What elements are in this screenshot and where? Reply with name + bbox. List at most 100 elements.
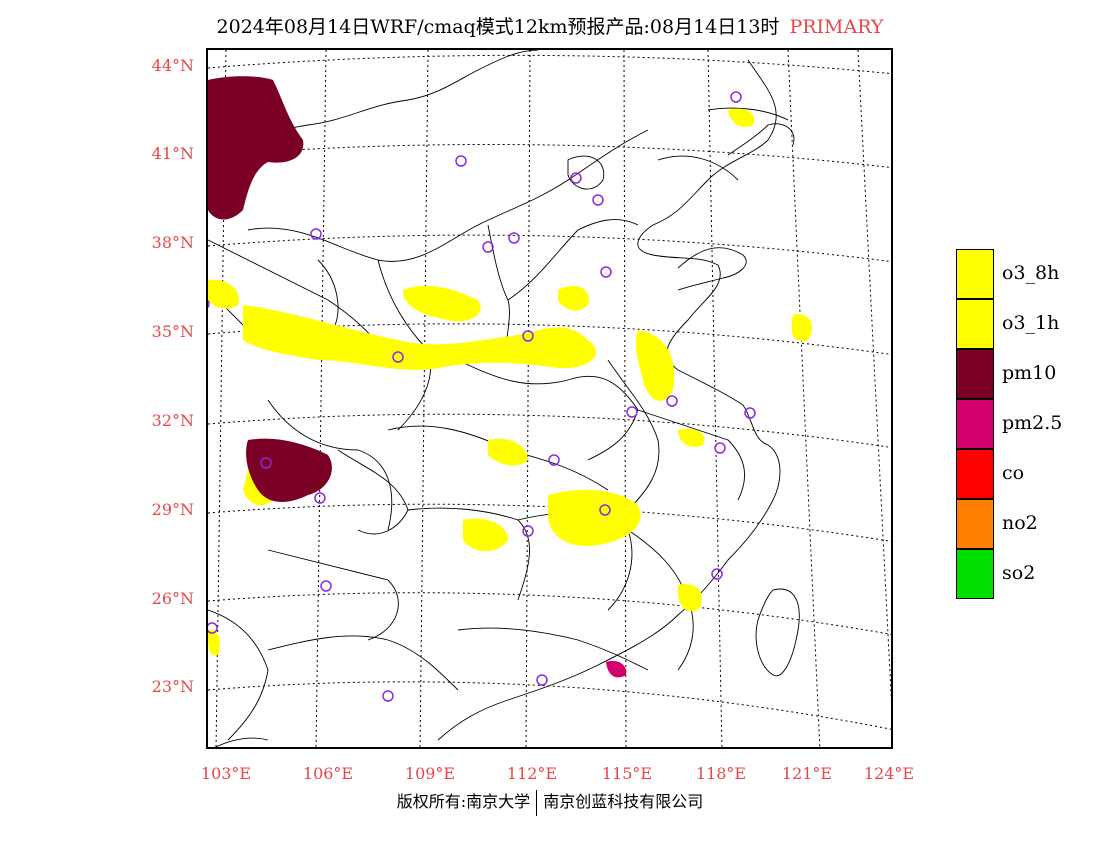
henan <box>457 359 639 461</box>
station-marker <box>570 172 582 184</box>
inner-mongolia-south <box>247 129 649 262</box>
meridian-106 <box>315 50 327 747</box>
parallel-23 <box>208 681 891 730</box>
legend: o3_8h o3_1h pm10 pm2.5 co no2 so2 <box>956 249 1096 599</box>
station-marker <box>522 525 534 537</box>
ningxia <box>317 259 339 331</box>
lon-label: 118°E <box>695 764 747 783</box>
meridian-112 <box>525 50 531 747</box>
legend-label: pm10 <box>1002 362 1057 384</box>
pm10-areas <box>208 76 332 502</box>
station-marker <box>310 228 322 240</box>
parallel-38 <box>208 234 891 263</box>
station-marker <box>600 266 612 278</box>
o3-north-shanxi <box>403 285 481 322</box>
lon-label: 112°E <box>506 764 558 783</box>
pm10-inner-mongolia <box>208 76 304 220</box>
lon-label: 115°E <box>601 764 653 783</box>
station-marker <box>508 232 520 244</box>
parallel-41 <box>208 143 891 169</box>
legend-item-pm10[interactable]: pm10 <box>956 349 1096 399</box>
shandong-peninsula <box>677 247 747 291</box>
lat-label: 29°N <box>151 500 194 519</box>
o3-yellow-sea <box>791 314 813 342</box>
lon-label: 109°E <box>404 764 456 783</box>
legend-item-pm25[interactable]: pm2.5 <box>956 399 1096 449</box>
station-marker <box>522 330 534 342</box>
o3-southwest <box>208 629 220 656</box>
legend-swatch <box>956 399 994 449</box>
o3-hunan <box>463 518 508 552</box>
station-marker <box>711 568 723 580</box>
liaodong <box>727 123 795 156</box>
sichuan-east <box>267 399 393 531</box>
coastline <box>437 59 781 741</box>
beijing <box>567 155 605 190</box>
parallel-29 <box>208 503 891 542</box>
legend-label: co <box>1002 462 1025 484</box>
lat-label: 35°N <box>151 322 194 341</box>
station-marker <box>455 155 467 167</box>
o3-areas <box>208 108 813 656</box>
legend-swatch <box>956 549 994 599</box>
station-marker <box>666 395 678 407</box>
lon-label: 121°E <box>781 764 833 783</box>
legend-label: so2 <box>1002 562 1036 584</box>
legend-swatch <box>956 299 994 349</box>
legend-item-o3-8h[interactable]: o3_8h <box>956 249 1096 299</box>
lat-label: 32°N <box>151 411 194 430</box>
station-marker <box>744 407 756 419</box>
lon-label: 124°E <box>863 764 915 783</box>
footer-divider <box>536 789 538 816</box>
legend-item-co[interactable]: co <box>956 449 1096 499</box>
station-marker <box>208 622 218 634</box>
lat-label: 38°N <box>151 233 194 252</box>
station-marker <box>314 492 326 504</box>
station-marker <box>382 690 394 702</box>
map-frame[interactable] <box>206 48 893 749</box>
anhui <box>607 359 660 511</box>
legend-item-so2[interactable]: so2 <box>956 549 1096 599</box>
pm10-sichuan <box>246 438 332 502</box>
station-marker <box>599 504 611 516</box>
meridian-115 <box>623 50 627 747</box>
o3-band-north <box>243 305 597 370</box>
guizhou <box>267 549 399 641</box>
legend-swatch <box>956 349 994 399</box>
copyright-left: 版权所有:南京大学 <box>396 792 531 811</box>
station-markers <box>208 91 756 702</box>
title-text: 2024年08月14日WRF/cmaq模式12km预报产品:08月14日13时 <box>216 16 780 38</box>
legend-swatch <box>956 499 994 549</box>
lat-label: 41°N <box>151 144 194 163</box>
map-title: 2024年08月14日WRF/cmaq模式12km预报产品:08月14日13时 P… <box>0 12 1100 39</box>
legend-swatch <box>956 449 994 499</box>
station-marker <box>260 457 272 469</box>
zhejiang <box>637 409 745 501</box>
o3-east <box>678 428 705 447</box>
yunnan <box>208 609 269 741</box>
o3-north-hebei <box>558 285 589 311</box>
hunan <box>407 507 530 601</box>
lat-label: 44°N <box>151 56 194 75</box>
station-marker <box>320 580 332 592</box>
liaoning <box>657 155 739 181</box>
lat-label: 23°N <box>151 677 194 696</box>
legend-item-o3-1h[interactable]: o3_1h <box>956 299 1096 349</box>
legend-label: no2 <box>1002 512 1038 534</box>
map-canvas <box>208 50 891 747</box>
parallel-44 <box>208 54 891 75</box>
parallel-26 <box>208 592 891 635</box>
meridian-118 <box>707 50 723 747</box>
legend-item-no2[interactable]: no2 <box>956 499 1096 549</box>
meridian-121 <box>787 50 821 747</box>
primary-tag: PRIMARY <box>789 16 884 38</box>
hainan <box>214 737 269 747</box>
station-marker <box>592 194 604 206</box>
guangxi <box>267 635 459 691</box>
copyright-right: 南京创蓝科技有限公司 <box>543 792 704 811</box>
station-marker <box>392 351 404 363</box>
lon-label: 106°E <box>302 764 354 783</box>
legend-label: o3_1h <box>1002 312 1060 334</box>
o3-shandong <box>635 330 675 401</box>
o3-hubei <box>488 438 528 466</box>
